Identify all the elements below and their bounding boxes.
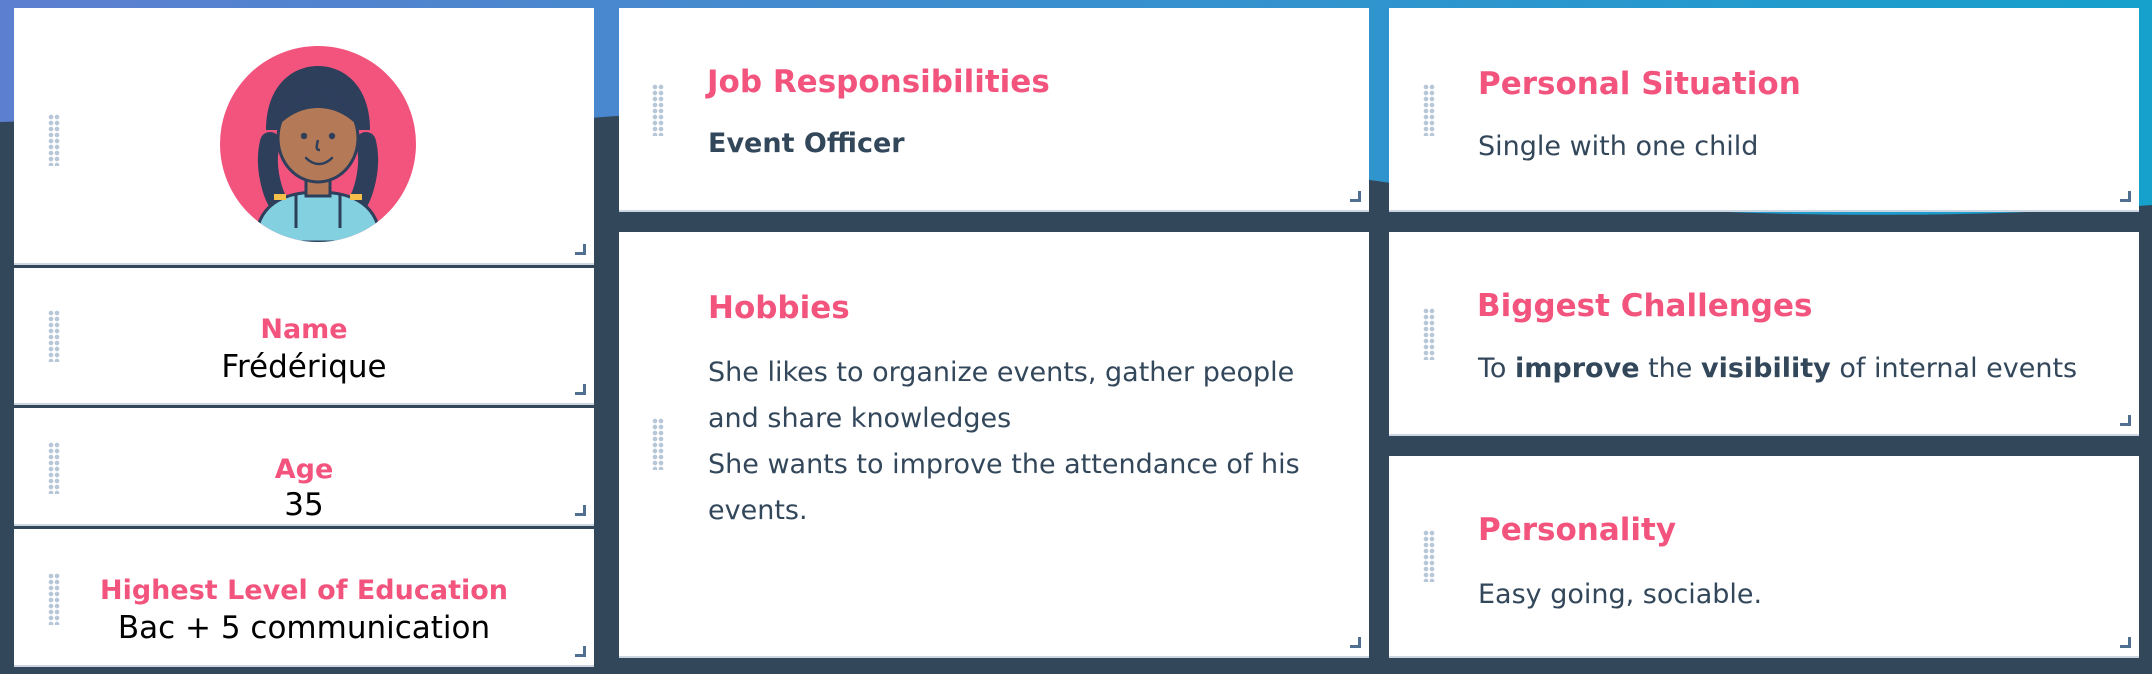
hobbies-card[interactable]: Hobbies She likes to organize events, ga… xyxy=(619,232,1369,658)
education-card[interactable]: Highest Level of Education Bac + 5 commu… xyxy=(14,529,594,667)
education-label: Highest Level of Education xyxy=(99,575,509,606)
challenges-value: To improve the visibility of internal ev… xyxy=(1478,353,2078,384)
resize-handle[interactable] xyxy=(575,505,586,516)
personal-card[interactable]: Personal Situation Single with one child xyxy=(1389,8,2139,212)
personality-title: Personality xyxy=(1478,512,1677,548)
resize-handle[interactable] xyxy=(575,646,586,657)
resize-handle[interactable] xyxy=(575,244,586,255)
resize-handle[interactable] xyxy=(1350,637,1361,648)
drag-handle[interactable] xyxy=(1423,84,1435,136)
name-label: Name xyxy=(260,314,348,345)
resize-handle[interactable] xyxy=(1350,191,1361,202)
age-label: Age xyxy=(274,454,334,485)
education-field: Highest Level of Education Bac + 5 commu… xyxy=(14,575,594,646)
education-value: Bac + 5 communication xyxy=(117,610,491,646)
drag-handle[interactable] xyxy=(48,310,60,362)
name-card[interactable]: Name Frédérique xyxy=(14,268,594,405)
age-value: 35 xyxy=(284,487,324,523)
challenges-title: Biggest Challenges xyxy=(1477,288,1813,324)
drag-handle[interactable] xyxy=(1423,308,1435,360)
resize-handle[interactable] xyxy=(575,384,586,395)
name-value: Frédérique xyxy=(221,349,387,385)
personality-card[interactable]: Personality Easy going, sociable. xyxy=(1389,456,2139,658)
hobbies-line: She wants to improve the attendance of h… xyxy=(708,449,1300,480)
age-card[interactable]: Age 35 xyxy=(14,408,594,526)
hobbies-line: She likes to organize events, gather peo… xyxy=(708,357,1295,388)
job-card[interactable]: Job Responsibilities Event Officer xyxy=(619,8,1369,212)
hobbies-line: and share knowledges xyxy=(708,403,1012,434)
name-field: Name Frédérique xyxy=(14,314,594,385)
hobbies-text: She likes to organize events, gather peo… xyxy=(708,350,1300,534)
drag-handle[interactable] xyxy=(652,84,664,136)
resize-handle[interactable] xyxy=(2120,637,2131,648)
resize-handle[interactable] xyxy=(2120,415,2131,426)
personal-title: Personal Situation xyxy=(1478,66,1801,102)
drag-handle[interactable] xyxy=(1423,530,1435,582)
challenges-card[interactable]: Biggest Challenges To improve the visibi… xyxy=(1389,232,2139,436)
avatar-card[interactable] xyxy=(14,8,594,265)
resize-handle[interactable] xyxy=(2120,191,2131,202)
job-title: Job Responsibilities xyxy=(707,64,1050,100)
avatar xyxy=(220,46,416,242)
hobbies-line: events. xyxy=(708,495,808,526)
drag-handle[interactable] xyxy=(652,418,664,470)
person-avatar-braids-icon xyxy=(254,66,382,242)
drag-handle[interactable] xyxy=(48,573,60,625)
personal-value: Single with one child xyxy=(1478,131,1759,162)
personality-value: Easy going, sociable. xyxy=(1478,579,1763,610)
hobbies-title: Hobbies xyxy=(708,290,850,326)
drag-handle[interactable] xyxy=(48,442,60,494)
drag-handle[interactable] xyxy=(48,114,60,166)
age-field: Age 35 xyxy=(14,454,594,523)
job-value: Event Officer xyxy=(708,128,905,159)
